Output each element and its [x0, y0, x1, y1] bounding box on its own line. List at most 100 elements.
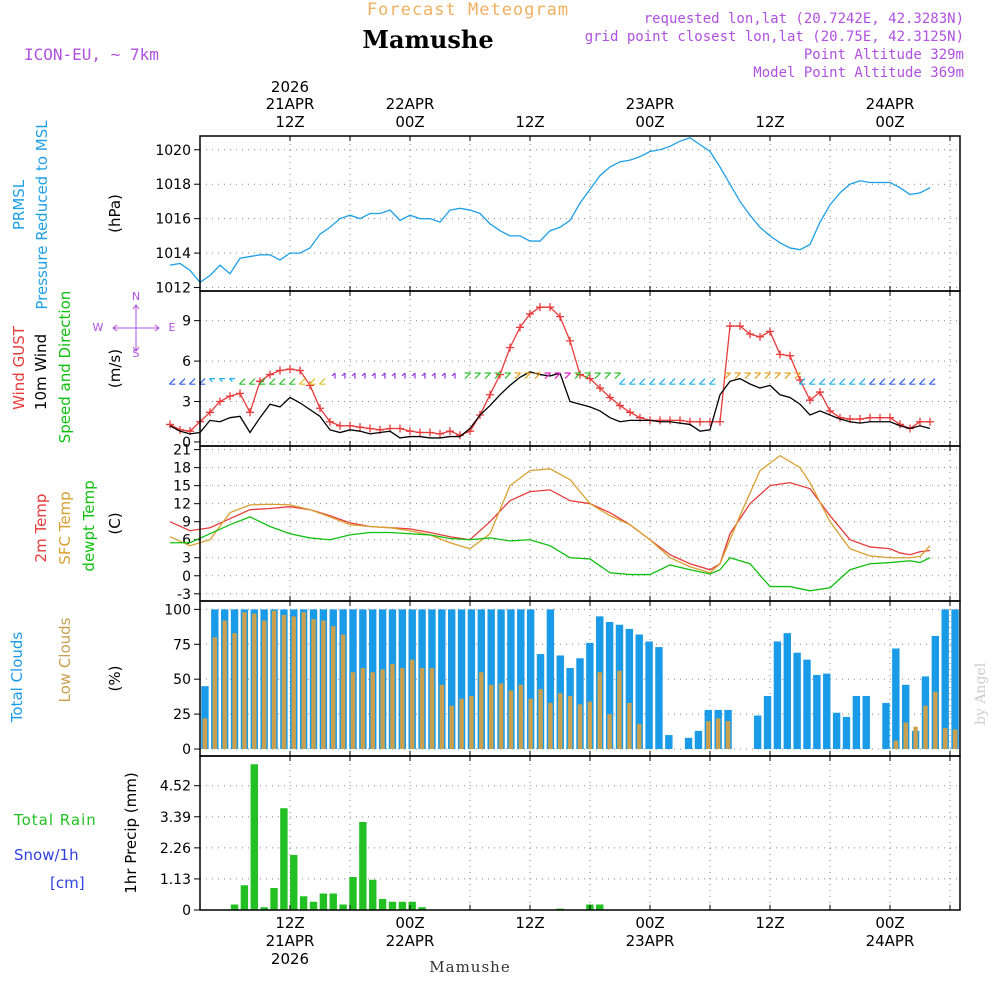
- compass-n: N: [132, 290, 140, 303]
- bottom-axis-hour: 00Z: [635, 914, 664, 932]
- bottom-axis-hour: 12Z: [755, 914, 784, 932]
- series-line-10m-wind: [169, 371, 931, 439]
- variable-label: Pressure Reduced to MSL: [33, 120, 51, 310]
- y-tick-label: 3: [182, 395, 191, 411]
- gust-marker: [916, 417, 924, 426]
- low-cloud-bar: [281, 614, 287, 750]
- wind-arrow: [228, 378, 235, 383]
- wind-arrow: [878, 378, 886, 385]
- low-cloud-bar: [301, 612, 306, 750]
- wind-arrow: [764, 372, 772, 380]
- rain-bar: [329, 893, 337, 910]
- total-cloud-bar: [842, 716, 851, 750]
- bottom-axis-hour: 00Z: [875, 914, 904, 932]
- gust-marker: [496, 370, 504, 379]
- wind-arrow: [828, 378, 836, 385]
- top-axis-year: 2026: [271, 78, 309, 96]
- total-cloud-bar: [773, 641, 782, 750]
- wind-arrow: [798, 378, 806, 385]
- low-cloud-bar: [390, 663, 395, 750]
- low-cloud-bar: [952, 729, 958, 750]
- footer-location: Mamushe: [429, 958, 510, 976]
- y-tick-label: 0: [182, 742, 191, 758]
- top-axis-date: 22APR: [386, 95, 435, 113]
- low-cloud-bar: [222, 620, 227, 750]
- y-tick-label: 25: [173, 707, 191, 723]
- low-cloud-bar: [311, 619, 316, 750]
- gust-marker: [336, 421, 344, 430]
- gust-marker: [366, 424, 374, 433]
- low-cloud-bar: [291, 616, 296, 750]
- low-cloud-bar: [419, 668, 425, 750]
- panel-frame: [199, 290, 961, 447]
- wind-arrow: [504, 372, 512, 380]
- low-cloud-bar: [242, 612, 247, 750]
- gust-marker: [346, 421, 354, 430]
- gust-marker: [266, 370, 274, 379]
- wind-arrow: [898, 378, 906, 385]
- y-tick-label: 6: [182, 533, 191, 549]
- gust-marker: [766, 327, 774, 336]
- wind-arrow: [544, 372, 552, 380]
- y-tick-label: 75: [173, 637, 191, 653]
- gust-marker: [776, 350, 784, 359]
- low-cloud-bar: [725, 721, 731, 750]
- gust-marker: [526, 309, 534, 318]
- gust-marker: [396, 424, 404, 433]
- credit-watermark: by Angel: [973, 662, 989, 725]
- wind-arrow: [534, 372, 542, 380]
- rain-label: Total Rain: [13, 811, 97, 829]
- wind-arrow: [868, 378, 876, 385]
- total-cloud-bar: [862, 695, 870, 750]
- wind-arrow: [514, 372, 522, 380]
- wind-arrow: [858, 378, 866, 385]
- total-cloud-bar: [447, 609, 456, 750]
- low-cloud-bar: [933, 691, 938, 750]
- y-tick-label: 15: [173, 479, 191, 495]
- rain-bar: [398, 901, 407, 910]
- top-axis-hour: 12Z: [515, 113, 544, 131]
- low-cloud-bar: [528, 698, 533, 750]
- variable-label: Speed and Direction: [56, 291, 74, 444]
- wind-arrow: [474, 372, 482, 380]
- y-tick-label: 9: [182, 314, 191, 330]
- low-cloud-bar: [459, 698, 464, 750]
- rain-bar: [339, 904, 347, 910]
- gust-marker: [586, 374, 594, 383]
- total-cloud-bar: [526, 609, 535, 750]
- location-title: Mamushe: [362, 25, 493, 54]
- requested-coords: requested lon,lat (20.7242E, 42.3283N): [644, 11, 964, 27]
- gust-marker: [746, 330, 754, 339]
- compass-arrows: [112, 304, 160, 352]
- wind-arrow: [288, 378, 296, 385]
- gust-marker: [556, 312, 564, 321]
- total-cloud-bar: [497, 609, 505, 750]
- wind-arrow: [754, 372, 762, 380]
- top-axis-hour: 12Z: [275, 113, 304, 131]
- rain-bar: [596, 904, 604, 910]
- low-cloud-bar: [409, 659, 415, 750]
- rain-bar: [388, 901, 397, 910]
- wind-arrow: [441, 372, 446, 379]
- total-cloud-bar: [753, 715, 762, 750]
- gust-marker: [716, 417, 724, 426]
- wind-arrow: [918, 378, 926, 385]
- series-line-prmsl: [169, 137, 931, 284]
- series-line-sfc-temp: [169, 454, 931, 574]
- bottom-axis-date: 23APR: [626, 932, 675, 950]
- wind-arrow: [888, 378, 896, 385]
- gust-marker: [826, 406, 834, 415]
- wind-arrow: [381, 372, 386, 379]
- total-cloud-bar: [684, 737, 693, 750]
- y-tick-label: 2.26: [160, 841, 191, 857]
- wind-arrow: [744, 372, 752, 380]
- y-unit-label: (m/s): [106, 349, 124, 388]
- wind-arrow: [774, 372, 782, 380]
- low-cloud-bar: [360, 668, 366, 750]
- low-cloud-bar: [370, 672, 375, 750]
- wind-arrow: [668, 378, 676, 385]
- chart-layer: 1012 1014 1016 1018 1020 (hPa) 0 3 6 9 (m/s) -3 0 3 6 9…: [8, 78, 961, 968]
- low-cloud-bar: [429, 668, 435, 750]
- gust-marker: [416, 428, 424, 437]
- low-cloud-bar: [587, 701, 593, 750]
